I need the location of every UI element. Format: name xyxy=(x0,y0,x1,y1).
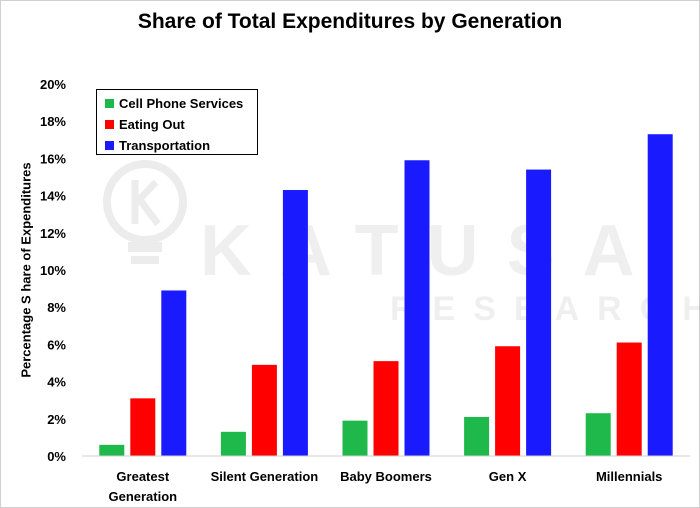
bar-cell-phone-services xyxy=(342,420,368,456)
bar-eating-out xyxy=(373,361,399,456)
legend-swatch xyxy=(105,141,114,150)
legend-item: Eating Out xyxy=(105,114,257,135)
y-tick-label: 16% xyxy=(40,151,66,166)
x-tick-label: Greatest Generation xyxy=(108,469,177,504)
legend-swatch xyxy=(105,99,114,108)
y-tick-label: 6% xyxy=(47,337,66,352)
watermark-logo-icon xyxy=(100,160,190,280)
bar-transportation xyxy=(647,134,673,456)
chart-title: Share of Total Expenditures by Generatio… xyxy=(137,10,563,33)
y-tick-label: 0% xyxy=(47,449,66,464)
y-tick-label: 2% xyxy=(47,412,66,427)
x-tick-label: Gen X xyxy=(489,469,527,484)
y-tick-label: 14% xyxy=(40,189,66,204)
bar-cell-phone-services xyxy=(585,413,611,456)
legend-label: Eating Out xyxy=(119,117,185,132)
legend-item: Cell Phone Services xyxy=(105,93,257,114)
x-tick-label: Silent Generation xyxy=(211,469,319,484)
x-tick-label: Baby Boomers xyxy=(340,469,432,484)
bar-eating-out xyxy=(130,398,156,456)
y-tick-label: 4% xyxy=(47,375,66,390)
y-tick-label: 8% xyxy=(47,300,66,315)
x-tick-label: Millennials xyxy=(596,469,662,484)
y-tick-label: 18% xyxy=(40,114,66,129)
legend: Cell Phone Services Eating Out Transportat… xyxy=(96,89,258,155)
legend-swatch xyxy=(105,120,114,129)
y-tick-label: 10% xyxy=(40,263,66,278)
y-axis-label: Percentage S hare of Expenditures xyxy=(18,162,34,378)
bar-transportation xyxy=(404,160,430,456)
bar-eating-out xyxy=(616,342,642,456)
legend-label: Transportation xyxy=(119,138,211,153)
bar-transportation xyxy=(282,190,308,456)
bar-transportation xyxy=(161,290,187,456)
legend-item: Transportation xyxy=(105,135,257,156)
y-tick-label: 12% xyxy=(40,226,66,241)
legend-label: Cell Phone Services xyxy=(119,96,244,111)
bar-cell-phone-services xyxy=(464,416,490,456)
bar-transportation xyxy=(526,169,552,456)
y-tick-label: 20% xyxy=(40,77,66,92)
bar-cell-phone-services xyxy=(220,431,246,456)
bar-eating-out xyxy=(495,346,521,456)
bar-cell-phone-services xyxy=(99,444,125,456)
bar-eating-out xyxy=(251,364,277,456)
